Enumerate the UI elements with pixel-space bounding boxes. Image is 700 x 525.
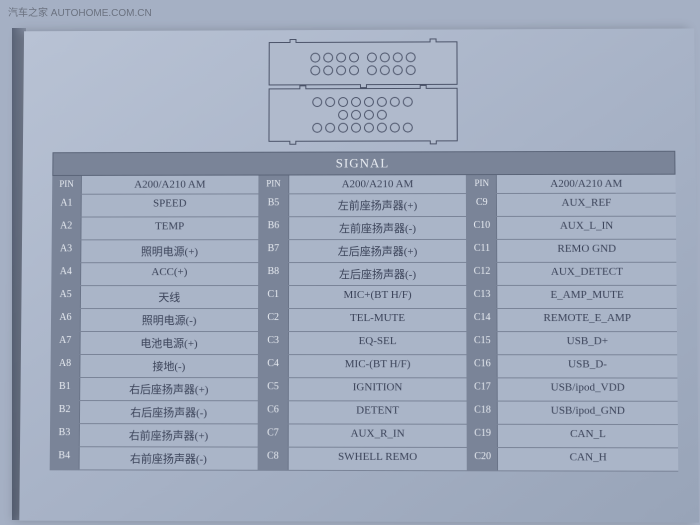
pin-cell: C15 — [468, 332, 498, 354]
signal-cell: CAN_L — [498, 425, 678, 448]
signal-cell: 右前座扬声器(-) — [80, 447, 259, 470]
signal-cell: 左后座扬声器(+) — [289, 240, 468, 262]
signal-cell: USB/ipod_GND — [498, 402, 678, 424]
signal-cell: 右后座扬声器(-) — [80, 401, 259, 423]
pin-cell: C6 — [258, 401, 288, 423]
pin-cell: C4 — [259, 355, 289, 377]
pin-cell: C12 — [467, 263, 497, 285]
signal-cell: 接地(-) — [80, 355, 258, 377]
signal-cell: TEMP — [81, 217, 259, 239]
signal-cell: 左前座扬声器(-) — [289, 217, 468, 239]
table-row: B2右后座扬声器(-)C6DETENTC18USB/ipod_GND — [50, 401, 678, 425]
connector-top-block — [268, 41, 457, 85]
pin-cell: B5 — [259, 194, 289, 216]
header-model-1: A200/A210 AM — [82, 176, 259, 194]
pin-cell: B2 — [50, 401, 80, 423]
pin-cell: B4 — [50, 447, 80, 469]
signal-cell: 左后座扬声器(-) — [289, 263, 468, 285]
pin-cell: C3 — [259, 332, 289, 354]
signal-cell: 电池电源(+) — [81, 332, 259, 354]
signal-cell: SPEED — [82, 194, 259, 216]
pin-cell: C17 — [468, 378, 498, 400]
signal-cell: REMOTE_E_AMP — [498, 309, 677, 331]
table-header-row: PIN A200/A210 AM PIN A200/A210 AM PIN A2… — [52, 175, 676, 195]
signal-cell: SWHELL REMO — [288, 448, 468, 471]
table-row: B3右前座扬声器(+)C7AUX_R_INC19CAN_L — [50, 424, 678, 448]
signal-cell: CAN_H — [498, 448, 678, 471]
pin-cell: A5 — [51, 286, 81, 308]
pin-cell: C14 — [468, 309, 498, 331]
signal-cell: EQ-SEL — [289, 332, 468, 354]
pin-cell: C13 — [468, 286, 498, 308]
signal-table-body: A1SPEEDB5左前座扬声器(+)C9AUX_REFA2TEMPB6左前座扬声… — [50, 194, 679, 472]
table-row: A5天线C1MIC+(BT H/F)C13E_AMP_MUTE — [51, 286, 677, 309]
pin-cell: B1 — [50, 378, 80, 400]
table-row: A4ACC(+)B8左后座扬声器(-)C12AUX_DETECT — [51, 263, 676, 286]
signal-cell: AUX_L_IN — [497, 217, 676, 239]
pin-cell: C2 — [259, 309, 289, 331]
pin-cell: A8 — [50, 355, 80, 377]
pin-cell: B7 — [259, 240, 289, 262]
signal-cell: AUX_DETECT — [498, 263, 677, 285]
table-row: A6照明电源(-)C2TEL-MUTEC14REMOTE_E_AMP — [51, 309, 677, 332]
signal-cell: MIC+(BT H/F) — [289, 286, 468, 308]
signal-cell: 照明电源(+) — [81, 240, 259, 262]
signal-cell: IGNITION — [288, 378, 467, 400]
document-page: SIGNAL PIN A200/A210 AM PIN A200/A210 AM… — [19, 28, 699, 522]
header-model-2: A200/A210 AM — [289, 175, 467, 193]
table-row: A1SPEEDB5左前座扬声器(+)C9AUX_REF — [52, 194, 676, 218]
pin-cell: A2 — [52, 218, 82, 240]
signal-cell: USB/ipod_VDD — [498, 378, 678, 400]
signal-cell: USB_D- — [498, 355, 677, 377]
pin-cell: C11 — [467, 240, 497, 262]
signal-cell: 右前座扬声器(+) — [80, 424, 259, 446]
pin-cell: C19 — [468, 425, 498, 447]
table-row: B4右前座扬声器(-)C8SWHELL REMOC20CAN_H — [50, 447, 679, 472]
table-row: A8接地(-)C4MIC-(BT H/F)C16USB_D- — [50, 355, 677, 379]
signal-cell: DETENT — [288, 401, 468, 423]
pin-cell: A1 — [52, 195, 82, 217]
signal-cell: 天线 — [81, 286, 259, 308]
table-row: A2TEMPB6左前座扬声器(-)C10AUX_L_IN — [52, 217, 676, 241]
pin-cell: A6 — [51, 309, 81, 331]
pin-cell: C1 — [259, 286, 289, 308]
signal-title: SIGNAL — [52, 151, 675, 176]
pin-cell: A3 — [52, 240, 82, 262]
pin-cell: C8 — [258, 448, 288, 470]
pin-cell: C9 — [467, 194, 497, 216]
pin-cell: C20 — [468, 448, 498, 470]
pin-cell: A7 — [51, 332, 81, 354]
signal-cell: 照明电源(-) — [81, 309, 259, 331]
signal-cell: ACC(+) — [81, 263, 259, 285]
signal-cell: 左前座扬声器(+) — [289, 194, 467, 216]
pin-cell: B6 — [259, 217, 289, 239]
header-pin-3: PIN — [467, 175, 497, 193]
signal-cell: MIC-(BT H/F) — [289, 355, 468, 377]
pin-cell: C18 — [468, 402, 498, 424]
header-model-3: A200/A210 AM — [497, 175, 675, 193]
signal-cell: 右后座扬声器(+) — [80, 378, 258, 400]
connector-bottom-block — [268, 88, 457, 142]
pin-cell: C7 — [258, 424, 288, 446]
connector-diagram — [268, 41, 457, 141]
table-row: A3照明电源(+)B7左后座扬声器(+)C11REMO GND — [52, 240, 677, 264]
signal-cell: USB_D+ — [498, 332, 677, 354]
watermark-top: 汽车之家 AUTOHOME.COM.CN — [8, 4, 152, 19]
pin-cell: B8 — [259, 263, 289, 285]
signal-cell: AUX_REF — [497, 194, 676, 216]
pin-cell: C10 — [467, 217, 497, 239]
header-pin-1: PIN — [52, 176, 82, 194]
header-pin-2: PIN — [259, 175, 289, 193]
signal-cell: TEL-MUTE — [289, 309, 468, 331]
pin-cell: A4 — [51, 263, 81, 285]
signal-cell: E_AMP_MUTE — [498, 286, 677, 308]
signal-cell: AUX_R_IN — [288, 424, 468, 447]
table-row: B1右后座扬声器(+)C5IGNITIONC17USB/ipod_VDD — [50, 378, 677, 402]
table-row: A7电池电源(+)C3EQ-SELC15USB_D+ — [51, 332, 677, 355]
pin-cell: B3 — [50, 424, 80, 446]
pin-cell: C16 — [468, 355, 498, 377]
signal-cell: REMO GND — [497, 240, 676, 262]
pin-cell: C5 — [258, 378, 288, 400]
